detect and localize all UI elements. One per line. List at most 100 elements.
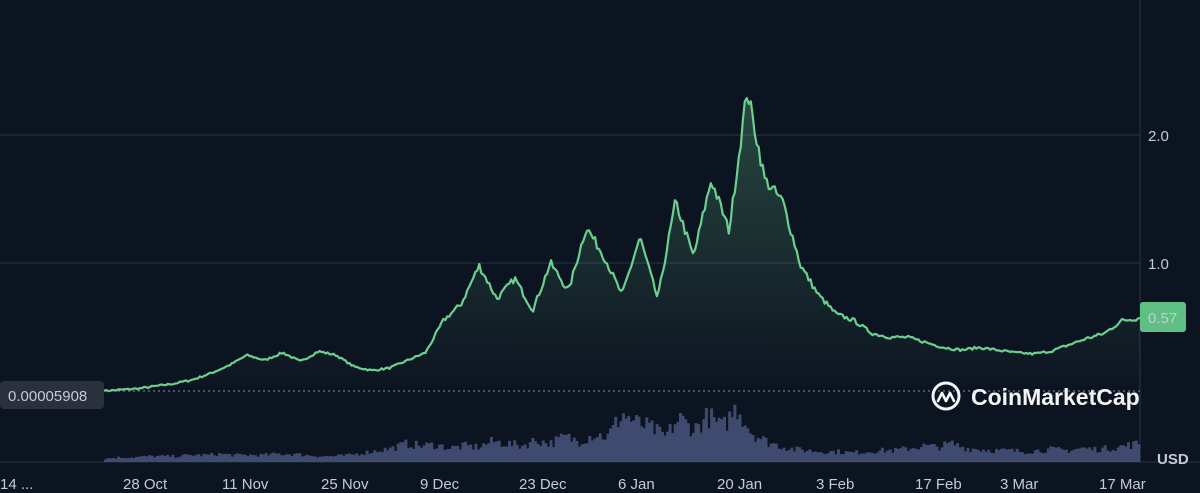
volume-bar [694,423,698,462]
volume-bar [246,456,250,462]
volume-bar [539,446,543,462]
volume-bar [699,432,703,462]
volume-bar [767,446,770,462]
volume-bar [497,440,501,462]
volume-bar [331,456,335,462]
volume-bar [1023,454,1027,462]
watermark-text: CoinMarketCap [971,384,1140,410]
volume-bar [686,423,690,462]
volume-bar [808,449,812,462]
volume-bar [1039,452,1042,462]
volume-bar [984,451,988,462]
volume-bar [712,417,716,462]
volume-bar [228,454,232,462]
volume-bar [795,446,799,462]
volume-bar [324,455,328,462]
volume-bar [487,443,491,462]
volume-bar [834,454,838,462]
volume-bar [1031,453,1035,462]
volume-bar [787,449,791,462]
volume-bar [117,456,120,462]
volume-bar [552,447,556,462]
volume-bar [1077,448,1081,462]
volume-bar [855,450,859,462]
volume-bar [865,452,869,462]
volume-bar [935,446,939,462]
volume-bar [145,456,149,462]
volume-bar [370,452,374,462]
volume-bar [451,445,455,462]
volume-bar [743,425,747,462]
volume-bar [971,448,975,462]
volume-bar [238,453,242,462]
volume-bar [689,436,693,462]
volume-bar [1088,447,1092,462]
volume-bar [746,428,750,462]
volume-bar [388,447,392,462]
x-axis-ticks: 14 ... 28 Oct 11 Nov 25 Nov 9 Dec 23 Dec 6 Jan… [0,476,1146,493]
volume-bar [575,441,579,462]
coinmarketcap-watermark: CoinMarketCap [931,381,1140,411]
volume-bar [671,433,675,462]
volume-bar [155,455,159,462]
volume-bar [774,443,778,462]
volume-bar [171,454,175,462]
volume-bar [818,452,822,462]
volume-bar [979,451,983,462]
volume-bar [321,456,325,462]
volume-bar [557,437,561,462]
volume-bar [414,440,418,462]
volume-bar [702,419,706,462]
volume-bar [241,454,245,462]
volume-bar [515,444,519,462]
volume-bar [917,449,921,462]
volume-bar [966,447,970,462]
volume-bar [482,443,486,462]
volume-bar [945,443,949,462]
volume-bar [531,438,535,462]
volume-bar [391,446,395,462]
volume-bar [249,454,252,462]
volume-bar [1134,440,1138,462]
volume-bar [852,452,856,462]
x-tick-label: 20 Jan [717,476,762,493]
volume-bar [1101,447,1105,462]
x-tick-label: 25 Nov [321,476,369,493]
volume-bar [1103,445,1107,462]
volume-bar [186,454,190,462]
volume-bar [906,450,910,462]
price-line[interactable] [103,97,1141,393]
volume-bar [350,454,354,462]
x-tick-label: 14 ... [0,476,33,493]
volume-bar [821,453,825,462]
volume-bar [1005,449,1009,462]
volume-bar [862,453,866,462]
volume-bar [1057,447,1061,462]
volume-bar [357,455,361,462]
volume-bar [386,450,390,462]
volume-bar [616,427,620,462]
volume-bar [484,444,488,462]
volume-bar [373,450,377,462]
volume-bar [111,458,115,462]
volume-bar [132,458,136,462]
volume-bar [1067,452,1071,462]
volume-bar [653,434,657,462]
volume-bar [710,408,714,462]
volume-bar [764,437,768,462]
x-tick-label: 6 Jan [618,476,655,493]
volume-bar [995,448,998,462]
volume-bar [251,454,255,462]
volume-bar [425,442,429,462]
volume-bar [842,454,846,462]
volume-bar [114,458,118,462]
volume-bar [435,448,439,462]
volume-bar [1000,448,1004,462]
volume-bar [925,445,928,462]
volume-bar [1046,448,1050,462]
volume-bar [313,456,317,462]
volume-bar [868,452,871,462]
volume-bar [544,443,548,462]
